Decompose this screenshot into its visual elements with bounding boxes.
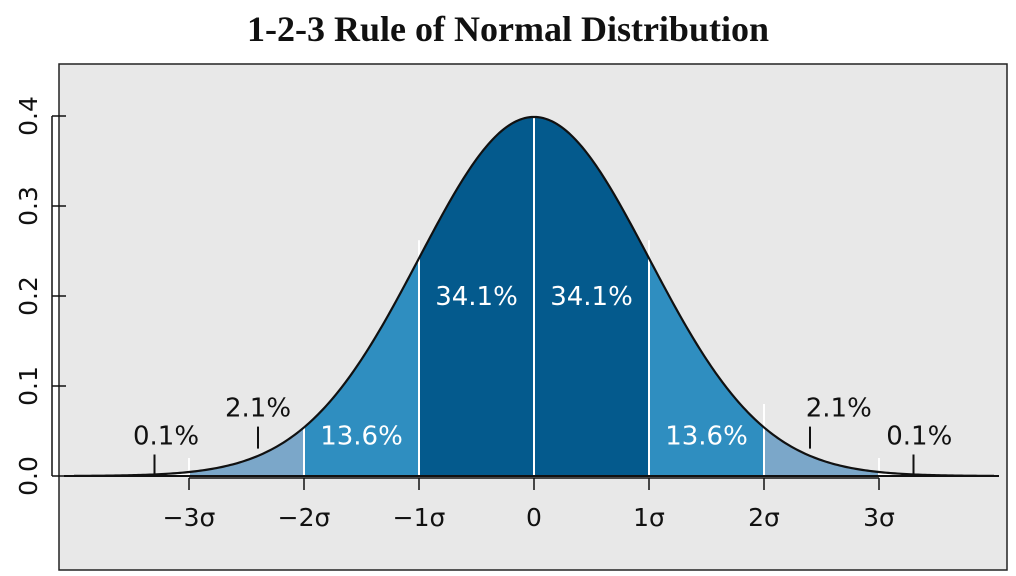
percentage-label-2: 13.6% [320,422,403,452]
percentage-label-4: 2.1% [225,394,291,424]
y-tick-label-1: 0.1 [14,366,43,406]
y-tick-label-4: 0.4 [14,96,43,136]
x-tick-label-2: −1σ [393,503,446,532]
x-tick-label-6: 3σ [863,503,895,532]
x-tick-label-1: −2σ [278,503,331,532]
percentage-label-3: 13.6% [665,422,748,452]
percentage-label-7: 0.1% [886,422,952,452]
percentage-label-0: 34.1% [435,282,518,312]
x-tick-label-5: 2σ [748,503,780,532]
x-tick-label-0: −3σ [163,503,216,532]
percentage-label-1: 34.1% [550,282,633,312]
x-tick-label-3: 0 [526,503,542,532]
y-axis: 0.0 0.1 0.2 0.3 0.4 [14,96,66,496]
x-tick-label-4: 1σ [633,503,665,532]
y-tick-label-2: 0.2 [14,276,43,316]
y-tick-label-0: 0.0 [14,456,43,496]
percentage-label-6: 0.1% [133,422,199,452]
percentage-label-5: 2.1% [806,394,872,424]
y-tick-label-3: 0.3 [14,186,43,226]
